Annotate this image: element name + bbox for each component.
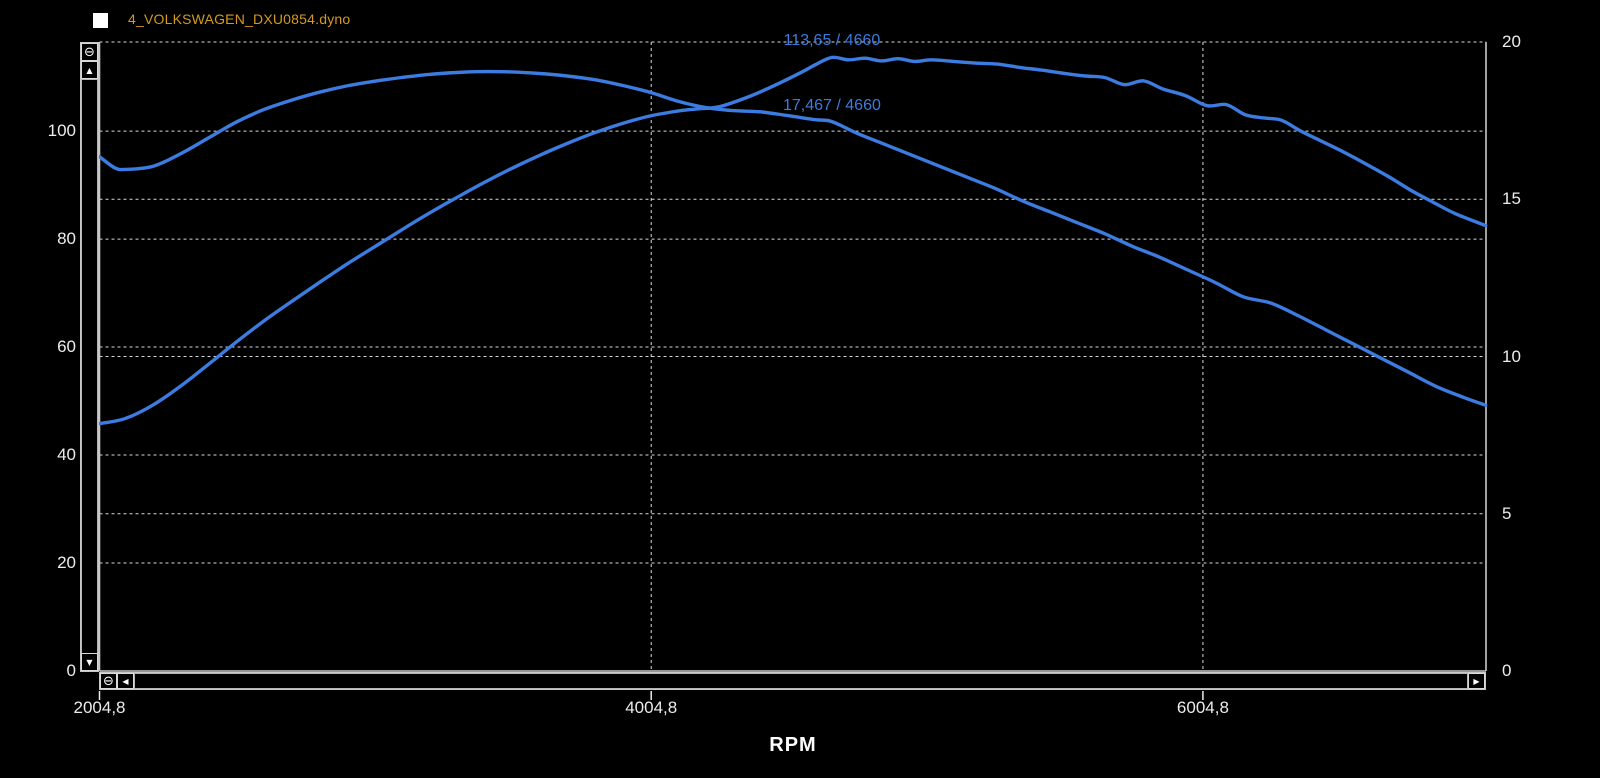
left-axis-tick-label: 0 bbox=[66, 661, 76, 680]
power-peak-label: 113,65 / 4660 bbox=[783, 32, 881, 50]
right-axis-tick-label: 5 bbox=[1502, 503, 1512, 523]
right-axis-tick-label: 10 bbox=[1502, 346, 1521, 366]
right-axis-tick-label: 0 bbox=[1502, 661, 1512, 680]
legend-run-label[interactable]: 4_VOLKSWAGEN_DXU0854.dyno bbox=[128, 11, 351, 27]
arrow-down-icon: ▼ bbox=[86, 657, 93, 667]
zoom-out-icon: ⊖ bbox=[84, 44, 95, 60]
left-axis-tick-label: 40 bbox=[57, 445, 76, 465]
scroll-up-button[interactable]: ▲ bbox=[81, 61, 98, 79]
torque-peak-label: 17,467 / 4660 bbox=[783, 96, 881, 114]
horizontal-scrollbar[interactable]: ⊖ ◀ ▶ bbox=[99, 672, 1486, 690]
horizontal-zoom-button[interactable]: ⊖ bbox=[100, 673, 117, 689]
torque-curve bbox=[97, 69, 1488, 407]
power-curve bbox=[97, 55, 1488, 426]
horizontal-scrollbar-thumb[interactable] bbox=[134, 673, 1468, 689]
left-axis-tick-label: 20 bbox=[57, 553, 76, 573]
x-axis-tick-label: 4004,8 bbox=[625, 698, 678, 717]
arrow-up-icon: ▲ bbox=[86, 65, 93, 75]
left-axis-tick-label: 100 bbox=[47, 121, 76, 141]
vertical-zoom-button[interactable]: ⊖ bbox=[81, 43, 98, 61]
left-axis-tick-label: 60 bbox=[57, 337, 76, 357]
arrow-right-icon: ▶ bbox=[1473, 676, 1480, 686]
x-axis-tick-label: 2004,8 bbox=[73, 698, 126, 717]
scroll-right-button[interactable]: ▶ bbox=[1468, 673, 1485, 689]
scroll-down-button[interactable]: ▼ bbox=[81, 653, 98, 671]
left-axis-tick-label: 80 bbox=[57, 229, 76, 249]
x-axis-tick-label: 6004,8 bbox=[1176, 698, 1229, 717]
scroll-left-button[interactable]: ◀ bbox=[117, 673, 134, 689]
vertical-scrollbar-thumb[interactable] bbox=[81, 79, 98, 654]
arrow-left-icon: ◀ bbox=[122, 676, 129, 686]
right-axis-tick-label: 15 bbox=[1502, 189, 1521, 209]
x-axis-title: RPM bbox=[769, 734, 817, 756]
zoom-out-icon: ⊖ bbox=[103, 673, 114, 689]
legend-checkbox[interactable] bbox=[93, 13, 108, 28]
vertical-scrollbar[interactable]: ⊖ ▲ ▼ bbox=[80, 42, 99, 672]
right-axis-tick-label: 20 bbox=[1502, 32, 1521, 51]
